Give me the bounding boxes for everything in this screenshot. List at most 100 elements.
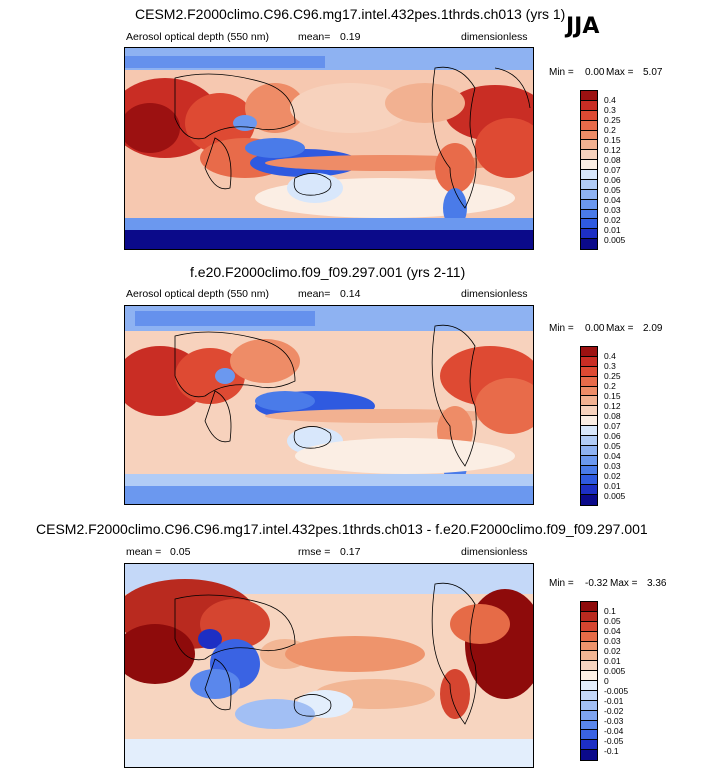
panel2-variable-label: Aerosol optical depth (550 nm) — [126, 288, 269, 300]
colorbar-tick-label: -0.05 — [604, 735, 624, 746]
panel3-units: dimensionless — [461, 546, 528, 558]
colorbar-tick-label: 0.2 — [604, 380, 616, 391]
colorbar-segment — [581, 611, 597, 622]
colorbar-segment — [581, 239, 597, 249]
panel2-title: f.e20.F2000climo.f09_f09.297.001 (yrs 2-… — [190, 264, 466, 280]
panel2-colorbar-labels: 0.4 0.3 0.25 0.2 0.15 0.12 0.08 0.07 0.06 0.05 0.0… — [604, 346, 634, 506]
panel2-units: dimensionless — [461, 288, 528, 300]
panel2-mean-value: 0.14 — [340, 288, 361, 300]
season-label: JJA — [566, 14, 600, 39]
colorbar-tick-label: 0.3 — [604, 360, 616, 371]
colorbar-tick-label: 0.05 — [604, 440, 621, 451]
colorbar-tick-label: 0.02 — [604, 214, 621, 225]
colorbar-tick-label: 0.12 — [604, 144, 621, 155]
colorbar-segment — [581, 189, 597, 200]
panel3-min-label: Min = — [549, 578, 574, 589]
colorbar-segment — [581, 179, 597, 190]
colorbar-tick-label: 0.03 — [604, 204, 621, 215]
colorbar-tick-label: 0.02 — [604, 470, 621, 481]
colorbar-segment — [581, 396, 597, 407]
colorbar-segment — [581, 495, 597, 505]
colorbar-segment — [581, 750, 597, 760]
colorbar-segment — [581, 91, 597, 101]
colorbar-tick-label: 0.05 — [604, 615, 621, 626]
colorbar-tick-label: 0.2 — [604, 124, 616, 135]
colorbar-segment — [581, 209, 597, 220]
colorbar-tick-label: 0.01 — [604, 224, 621, 235]
panel2-min-label: Min = — [549, 323, 574, 334]
colorbar-tick-label: 0.05 — [604, 184, 621, 195]
colorbar-tick-label: 0.005 — [604, 490, 626, 501]
colorbar-segment — [581, 100, 597, 111]
colorbar-segment — [581, 199, 597, 210]
colorbar-segment — [581, 475, 597, 486]
colorbar-tick-label: 0 — [604, 675, 609, 686]
panel3-rmse-value: 0.17 — [340, 546, 361, 558]
panel2-max-value: 2.09 — [643, 323, 663, 334]
colorbar-segment — [581, 700, 597, 711]
colorbar-segment — [581, 455, 597, 466]
colorbar-segment — [581, 426, 597, 436]
colorbar-segment — [581, 140, 597, 151]
panel2-mean-label: mean= — [298, 288, 331, 300]
colorbar-segment — [581, 366, 597, 377]
colorbar-segment — [581, 386, 597, 397]
colorbar-segment — [581, 661, 597, 672]
colorbar-segment — [581, 356, 597, 367]
panel3-max-label: Max = — [610, 578, 638, 589]
colorbar-segment — [581, 465, 597, 476]
colorbar-tick-label: -0.04 — [604, 725, 624, 736]
colorbar-tick-label: 0.04 — [604, 194, 621, 205]
colorbar-tick-label: 0.25 — [604, 114, 621, 125]
colorbar-segment — [581, 730, 597, 741]
colorbar-tick-label: 0.4 — [604, 94, 616, 105]
panel1-max-label: Max = — [606, 67, 634, 78]
colorbar-segment — [581, 690, 597, 701]
colorbar-segment — [581, 740, 597, 751]
colorbar-segment — [581, 219, 597, 230]
colorbar-tick-label: 0.02 — [604, 645, 621, 656]
colorbar-tick-label: 0.04 — [604, 450, 621, 461]
colorbar-tick-label: 0.03 — [604, 460, 621, 471]
panel1-colorbar — [580, 90, 598, 250]
colorbar-segment — [581, 671, 597, 681]
colorbar-segment — [581, 651, 597, 662]
panel2-min-value: 0.00 — [585, 323, 605, 334]
colorbar-tick-label: 0.03 — [604, 635, 621, 646]
colorbar-tick-label: -0.005 — [604, 685, 629, 696]
colorbar-segment — [581, 229, 597, 240]
colorbar-tick-label: 0.005 — [604, 665, 626, 676]
panel3-rmse-label: rmse = — [298, 546, 331, 558]
colorbar-segment — [581, 720, 597, 731]
colorbar-segment — [581, 445, 597, 456]
panel1-min-value: 0.00 — [585, 67, 605, 78]
panel3-max-value: 3.36 — [647, 578, 667, 589]
colorbar-segment — [581, 681, 597, 691]
colorbar-segment — [581, 710, 597, 721]
panel1-map — [124, 47, 534, 250]
colorbar-tick-label: 0.3 — [604, 104, 616, 115]
colorbar-tick-label: 0.4 — [604, 350, 616, 361]
colorbar-segment — [581, 170, 597, 180]
colorbar-tick-label: 0.07 — [604, 164, 621, 175]
colorbar-tick-label: 0.06 — [604, 430, 621, 441]
panel1-colorbar-labels: 0.4 0.3 0.25 0.2 0.15 0.12 0.08 0.07 0.06 0.05 0.0… — [604, 90, 634, 250]
colorbar-tick-label: -0.1 — [604, 745, 619, 756]
panel3-colorbar — [580, 601, 598, 761]
colorbar-tick-label: 0.15 — [604, 134, 621, 145]
colorbar-segment — [581, 130, 597, 141]
colorbar-tick-label: 0.08 — [604, 410, 621, 421]
panel1-units: dimensionless — [461, 31, 528, 43]
panel3-map — [124, 563, 534, 768]
colorbar-tick-label: 0.07 — [604, 420, 621, 431]
panel3-title: CESM2.F2000climo.C96.C96.mg17.intel.432p… — [36, 521, 648, 537]
colorbar-tick-label: -0.01 — [604, 695, 624, 706]
colorbar-segment — [581, 120, 597, 131]
colorbar-tick-label: -0.02 — [604, 705, 624, 716]
panel3-min-value: -0.32 — [585, 578, 608, 589]
colorbar-tick-label: 0.25 — [604, 370, 621, 381]
colorbar-segment — [581, 416, 597, 426]
colorbar-segment — [581, 631, 597, 642]
colorbar-segment — [581, 435, 597, 446]
panel2-max-label: Max = — [606, 323, 634, 334]
